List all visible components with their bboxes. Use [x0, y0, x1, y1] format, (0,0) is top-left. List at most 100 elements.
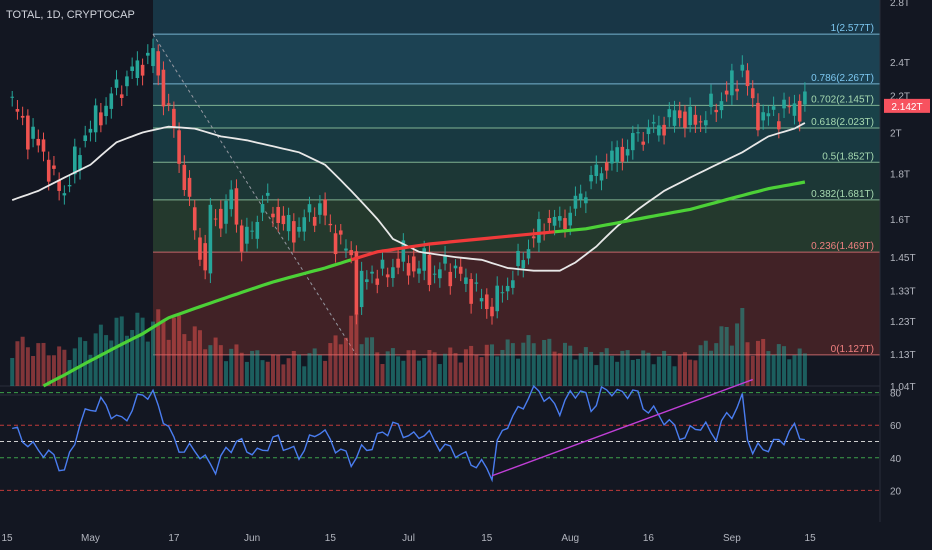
candle-body	[312, 216, 317, 226]
candle-body	[735, 88, 739, 92]
volume-bar	[187, 341, 192, 386]
volume-bar	[547, 338, 552, 386]
candle-body	[41, 139, 46, 152]
candle-body	[213, 218, 218, 220]
volume-bar	[641, 350, 646, 386]
volume-bar	[208, 345, 213, 386]
volume-bar	[31, 355, 36, 386]
price-tick-label: 2.4T	[890, 58, 910, 69]
candle-body	[646, 127, 651, 135]
candle-body	[432, 273, 437, 275]
volume-bar	[761, 338, 766, 386]
volume-bar	[453, 353, 458, 386]
candle-body	[438, 269, 442, 279]
candle-body	[281, 215, 286, 225]
candle-body	[250, 230, 254, 232]
volume-bar	[203, 349, 208, 386]
volume-bar	[677, 355, 682, 386]
volume-bar	[662, 350, 667, 386]
volume-bar	[20, 336, 25, 386]
candle-body	[411, 256, 416, 272]
candle-body	[761, 112, 765, 121]
volume-bar	[682, 352, 687, 386]
volume-bar	[234, 344, 239, 386]
volume-bar	[57, 346, 62, 386]
volume-bar	[401, 360, 406, 386]
volume-bar	[192, 326, 197, 386]
volume-bar	[224, 361, 229, 386]
moving-average-slow-rising	[554, 180, 806, 234]
volume-bar	[656, 356, 661, 386]
volume-bar	[443, 353, 448, 386]
candle-body	[495, 285, 500, 312]
candle-body	[130, 66, 134, 72]
volume-bar	[411, 350, 416, 386]
volume-bar	[672, 366, 677, 386]
rsi-trendline	[491, 378, 753, 477]
rsi-panel	[0, 378, 880, 491]
candle-body	[427, 254, 432, 285]
candle-body	[719, 101, 724, 111]
candle-body	[631, 133, 635, 151]
fib-band	[153, 128, 880, 163]
candle-body	[88, 128, 93, 133]
price-tick-label: 2T	[890, 128, 902, 139]
volume-bar	[463, 349, 468, 386]
candle-body	[484, 294, 489, 310]
volume-bar	[270, 354, 275, 386]
volume-bar	[589, 351, 594, 386]
candle-body	[292, 221, 296, 243]
volume-bar	[495, 356, 500, 386]
moving-averages	[11, 122, 806, 388]
fibonacci-level-labels: 1(2.577T) 0.786(2.267T) 0.702(2.145T) 0.618…	[811, 23, 874, 355]
candle-body	[109, 93, 114, 109]
volume-bar	[72, 348, 77, 386]
volume-bar	[51, 355, 56, 386]
candle-body	[349, 250, 353, 256]
candle-body	[683, 111, 687, 128]
volume-bar	[797, 348, 802, 386]
volume-bar	[218, 345, 223, 386]
volume-bar	[542, 339, 547, 386]
volume-bar	[166, 339, 171, 386]
volume-bar	[636, 358, 641, 386]
volume-bar	[213, 337, 218, 386]
fib-level-label: 0.382(1.681T)	[811, 189, 874, 200]
fib-level-label: 0.5(1.852T)	[822, 151, 874, 162]
time-tick-label: 15	[481, 533, 493, 544]
candle-body	[119, 94, 124, 98]
candle-body	[458, 266, 463, 274]
volume-bar	[312, 348, 317, 386]
candle-body	[401, 240, 406, 262]
volume-bar	[46, 355, 51, 386]
volume-bar	[766, 351, 771, 386]
candle-body	[771, 106, 776, 110]
candle-body	[636, 132, 640, 134]
candle-body	[10, 96, 15, 98]
volume-bar	[197, 330, 202, 386]
volume-bar	[484, 344, 489, 386]
volume-bar	[229, 348, 234, 386]
candle-body	[203, 243, 207, 271]
volume-bar	[385, 351, 390, 386]
candle-body	[219, 208, 223, 229]
rsi-line	[12, 384, 806, 483]
candle-body	[62, 193, 67, 196]
volume-bar	[599, 352, 604, 386]
candle-body	[505, 285, 510, 292]
fib-level-label: 0.236(1.469T)	[811, 241, 874, 252]
volume-bar	[380, 364, 385, 386]
price-tick-label: 1.33T	[890, 287, 916, 298]
volume-bar	[604, 348, 609, 386]
time-tick-label: Jul	[402, 533, 415, 544]
volume-bar	[782, 346, 787, 386]
candle-body	[57, 179, 61, 191]
candle-body	[406, 263, 411, 276]
volume-bar	[427, 349, 432, 386]
volume-bar	[354, 313, 359, 386]
candle-body	[385, 274, 390, 278]
chart-title: TOTAL, 1D, CRYPTOCAP	[6, 9, 135, 21]
candle-body	[756, 102, 760, 131]
candle-body	[500, 292, 505, 294]
